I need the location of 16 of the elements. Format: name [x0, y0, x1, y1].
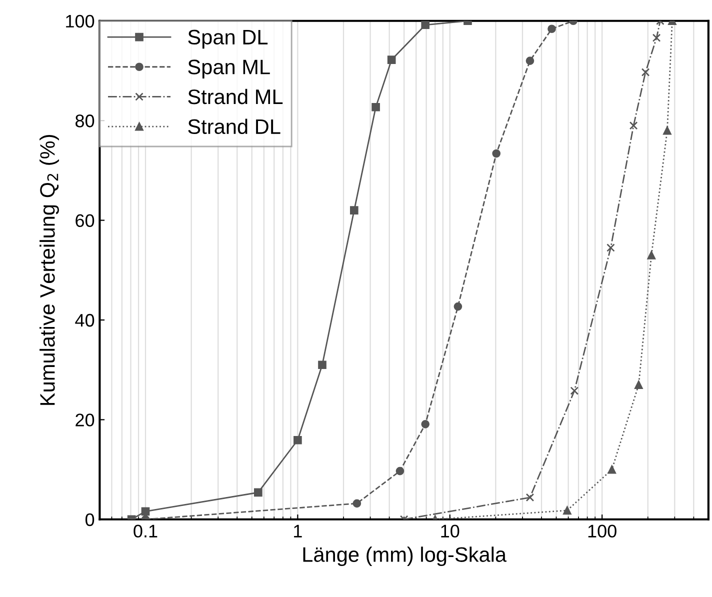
- legend-label: Strand ML: [188, 88, 283, 104]
- y-tick-label: 0: [85, 513, 94, 526]
- x-axis-title: Länge (mm) log-Skala: [303, 546, 507, 566]
- legend-label: Span DL: [188, 30, 268, 49]
- x-tick-label: 10: [441, 524, 460, 538]
- x-tick-label: 0.1: [134, 524, 158, 538]
- legend-label: Strand DL: [188, 118, 280, 134]
- y-tick-label: 100: [66, 14, 94, 28]
- y-axis-title: Kumulative Verteilung Q$_{2}$ (%): [40, 135, 59, 405]
- y-tick-label: 40: [75, 314, 94, 327]
- y-tick-label: 20: [76, 414, 94, 426]
- y-tick-label: 80: [76, 114, 94, 128]
- legend-label: Span ML: [188, 60, 270, 78]
- y-tick-label: 60: [76, 214, 94, 228]
- x-tick-label: 1: [294, 524, 302, 538]
- x-tick-label: 100: [588, 524, 616, 538]
